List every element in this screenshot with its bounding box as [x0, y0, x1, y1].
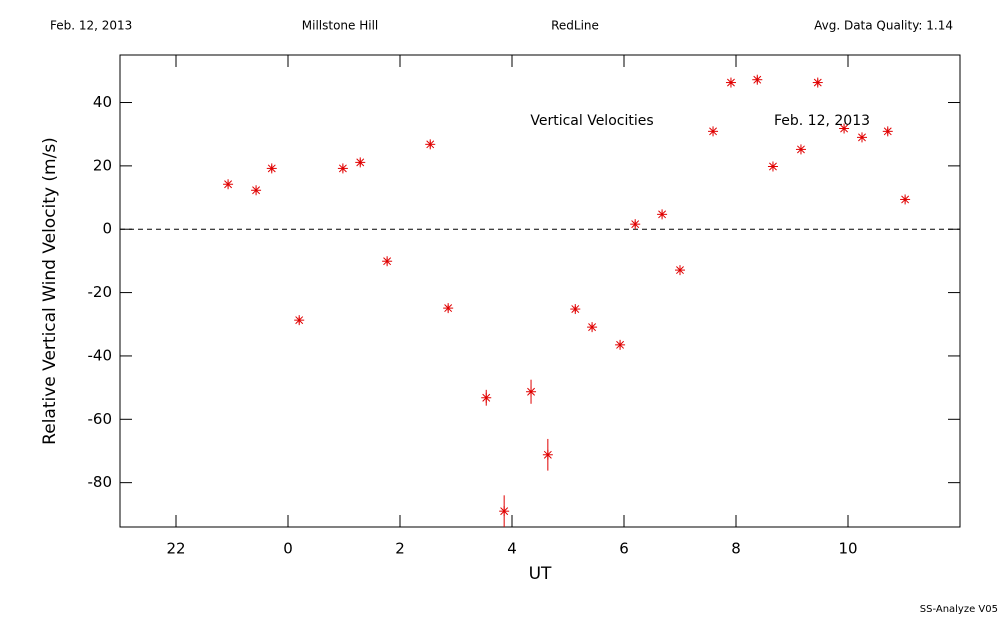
point — [499, 506, 510, 517]
marker-stroke — [676, 266, 684, 275]
marker-stroke — [252, 186, 261, 195]
marker-stroke — [753, 75, 762, 84]
x-tick-label: 0 — [283, 540, 293, 558]
marker-stroke — [224, 180, 233, 189]
point — [725, 77, 736, 88]
header-line: RedLine — [551, 19, 599, 33]
x-tick-label: 6 — [619, 540, 629, 558]
point — [882, 126, 893, 137]
marker-stroke — [858, 133, 866, 142]
annotation: Feb. 12, 2013 — [774, 113, 870, 129]
annotation: Vertical Velocities — [530, 113, 653, 129]
point — [615, 339, 626, 350]
y-axis-label: Relative Vertical Wind Velocity (m/s) — [40, 137, 60, 445]
marker-stroke — [769, 162, 777, 171]
point — [900, 194, 911, 205]
marker-stroke — [295, 316, 304, 325]
marker-stroke — [616, 340, 625, 349]
y-tick-label: 40 — [93, 93, 112, 111]
marker-stroke — [356, 158, 365, 167]
marker-stroke — [813, 78, 822, 87]
y-tick-label: -80 — [88, 473, 113, 491]
point — [752, 74, 763, 85]
marker-stroke — [901, 195, 910, 204]
marker-stroke — [482, 393, 491, 402]
marker-stroke — [631, 220, 640, 229]
point — [795, 144, 806, 155]
point — [542, 449, 553, 460]
marker-stroke — [543, 450, 552, 459]
header-date: Feb. 12, 2013 — [50, 19, 132, 33]
point — [355, 157, 366, 168]
y-tick-label: -20 — [88, 283, 113, 301]
point — [294, 315, 305, 326]
marker-stroke — [727, 78, 735, 87]
marker-stroke — [588, 323, 597, 332]
point — [630, 219, 641, 230]
header-site: Millstone Hill — [302, 19, 378, 33]
x-tick-label: 2 — [395, 540, 405, 558]
point — [587, 322, 598, 333]
point — [857, 132, 867, 143]
point — [382, 256, 393, 267]
point — [570, 304, 581, 315]
marker-stroke — [797, 145, 805, 154]
marker-stroke — [500, 507, 509, 516]
y-tick-label: 0 — [102, 220, 112, 238]
marker-stroke — [709, 127, 717, 136]
marker-stroke — [840, 124, 849, 133]
marker-stroke — [527, 387, 535, 396]
marker-stroke — [426, 140, 435, 149]
marker-stroke — [383, 257, 392, 266]
marker-stroke — [571, 305, 580, 314]
y-tick-label: -40 — [88, 346, 113, 364]
point — [266, 163, 277, 174]
point — [657, 209, 668, 220]
header-quality: Avg. Data Quality: 1.14 — [814, 19, 953, 33]
x-axis-label: UT — [529, 564, 552, 584]
point — [443, 303, 454, 314]
point — [708, 126, 719, 137]
x-tick-label: 4 — [507, 540, 517, 558]
marker-stroke — [444, 304, 453, 313]
y-tick-label: -60 — [88, 410, 113, 428]
point — [526, 386, 537, 397]
point — [481, 392, 492, 403]
point — [839, 123, 850, 134]
y-tick-label: 20 — [93, 156, 112, 174]
x-tick-label: 10 — [838, 540, 857, 558]
point — [223, 179, 234, 190]
footer: SS-Analyze V05 — [920, 604, 998, 615]
marker-stroke — [267, 164, 276, 173]
point — [425, 139, 436, 150]
marker-stroke — [658, 210, 667, 219]
x-tick-label: 22 — [166, 540, 185, 558]
plot-frame — [119, 54, 961, 528]
point — [337, 163, 348, 174]
marker-stroke — [883, 127, 892, 136]
marker-stroke — [338, 164, 347, 173]
point — [251, 185, 262, 196]
point — [767, 161, 778, 172]
x-tick-label: 8 — [731, 540, 741, 558]
point — [675, 265, 685, 276]
point — [812, 77, 823, 88]
